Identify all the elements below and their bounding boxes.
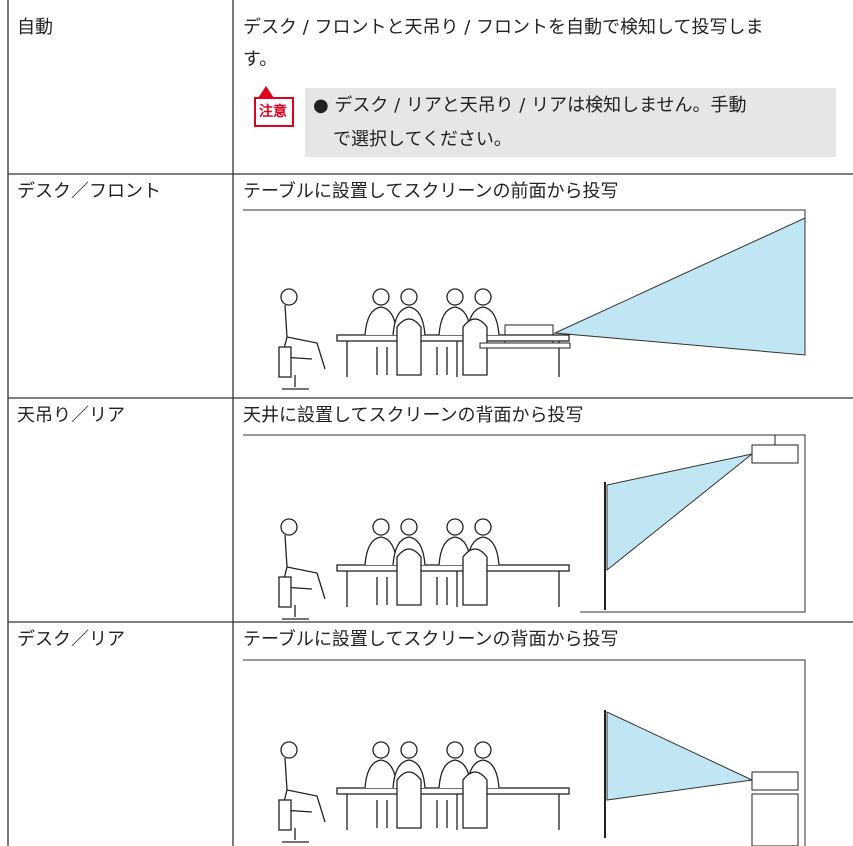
row-label: 天吊り／リア <box>17 405 125 426</box>
note-box <box>305 88 836 157</box>
illustration-desk-rear <box>243 659 806 846</box>
row-label: デスク／リア <box>17 629 125 650</box>
row-description: テーブルに設置してスクリーンの前面から投写 <box>243 181 619 202</box>
row-description: デスク / フロントと天吊り / フロントを自動で検知して投写しま <box>243 17 764 38</box>
note-text: で選択してください。 <box>333 129 512 150</box>
note-label: 注意 <box>259 104 287 120</box>
illustration-ceiling-rear <box>243 434 806 620</box>
note-text: ● デスク / リアと天吊り / リアは検知しません。手動 <box>313 95 747 116</box>
note-icon <box>254 86 294 127</box>
grid <box>7 0 853 846</box>
row-label: 自動 <box>17 17 53 38</box>
row-description: す。 <box>243 49 278 70</box>
row-description: テーブルに設置してスクリーンの背面から投写 <box>243 629 619 650</box>
row-description: 天井に設置してスクリーンの背面から投写 <box>243 405 584 426</box>
row-label: デスク／フロント <box>17 181 161 202</box>
illustration-desk-front <box>243 209 806 390</box>
